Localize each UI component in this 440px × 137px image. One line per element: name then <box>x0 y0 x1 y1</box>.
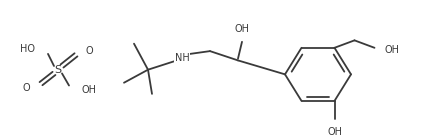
Text: S: S <box>55 65 62 75</box>
Text: O: O <box>86 46 94 56</box>
Text: OH: OH <box>235 24 249 34</box>
Text: OH: OH <box>385 45 400 55</box>
Text: OH: OH <box>81 85 96 95</box>
Text: OH: OH <box>327 127 342 137</box>
Text: HO: HO <box>20 44 35 54</box>
Text: NH: NH <box>175 53 189 63</box>
Text: O: O <box>22 83 30 93</box>
